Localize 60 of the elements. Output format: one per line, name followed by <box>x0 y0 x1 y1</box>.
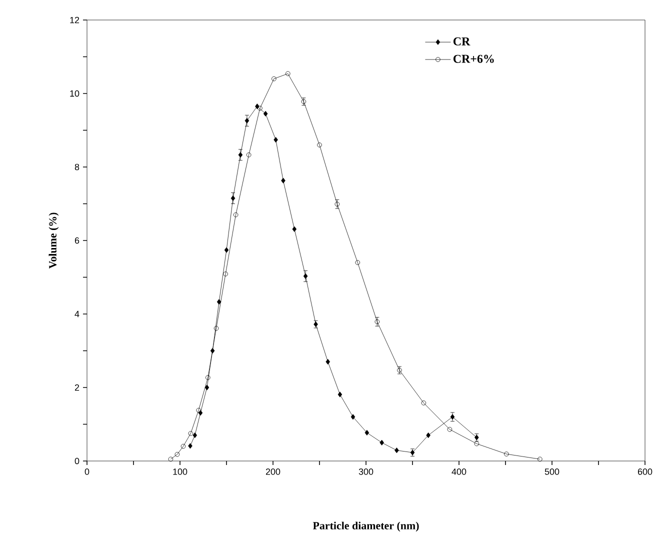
y-tick-label: 4 <box>74 310 80 318</box>
point <box>350 414 356 420</box>
point <box>180 444 186 449</box>
y-tick-label: 8 <box>74 164 80 170</box>
point <box>504 452 509 456</box>
point <box>292 226 297 232</box>
point <box>263 110 268 116</box>
legend-label: CR <box>453 37 470 46</box>
y-tick-label: 0 <box>74 458 80 464</box>
point <box>334 202 340 207</box>
point <box>210 348 215 354</box>
point <box>244 118 250 124</box>
y-tick-label: 2 <box>74 384 80 391</box>
point <box>230 195 236 202</box>
point <box>233 212 238 218</box>
x-tick-label: 500 <box>544 468 560 475</box>
legend-label: CR+6% <box>453 54 494 63</box>
point <box>238 152 243 158</box>
point <box>303 273 308 279</box>
point <box>272 76 276 82</box>
y-tick-label: 12 <box>70 16 80 24</box>
y-tick-label: 6 <box>74 237 80 244</box>
point <box>204 384 210 390</box>
point <box>317 142 322 148</box>
point <box>246 152 252 158</box>
x-tick-label: 0 <box>84 468 90 475</box>
point <box>301 99 306 104</box>
x-tick-label: 100 <box>173 468 188 475</box>
point <box>394 448 399 454</box>
point <box>326 358 330 365</box>
y-axis-title: Volume (%) <box>48 212 59 269</box>
point <box>281 178 286 184</box>
point <box>188 443 192 449</box>
point <box>421 400 426 406</box>
point <box>206 375 210 380</box>
point <box>174 452 180 457</box>
x-tick-label: 600 <box>638 468 652 475</box>
point <box>274 137 278 143</box>
point <box>192 432 198 438</box>
x-tick-label: 300 <box>358 468 374 475</box>
point <box>224 247 229 253</box>
point <box>450 414 455 420</box>
point <box>196 408 201 413</box>
y-tick-label: 10 <box>70 90 80 97</box>
point <box>380 440 384 446</box>
point <box>216 299 222 305</box>
point <box>258 106 262 111</box>
point <box>285 71 290 76</box>
x-tick-label: 400 <box>452 468 466 475</box>
point <box>214 326 219 331</box>
point <box>188 431 194 436</box>
point <box>447 427 452 432</box>
point <box>338 392 342 398</box>
point <box>223 272 228 276</box>
x-tick-label: 200 <box>266 468 280 475</box>
point <box>474 441 480 446</box>
point <box>374 319 380 324</box>
point <box>355 260 360 265</box>
x-axis-title: Particle diameter (nm) <box>312 522 419 532</box>
point <box>364 430 370 436</box>
